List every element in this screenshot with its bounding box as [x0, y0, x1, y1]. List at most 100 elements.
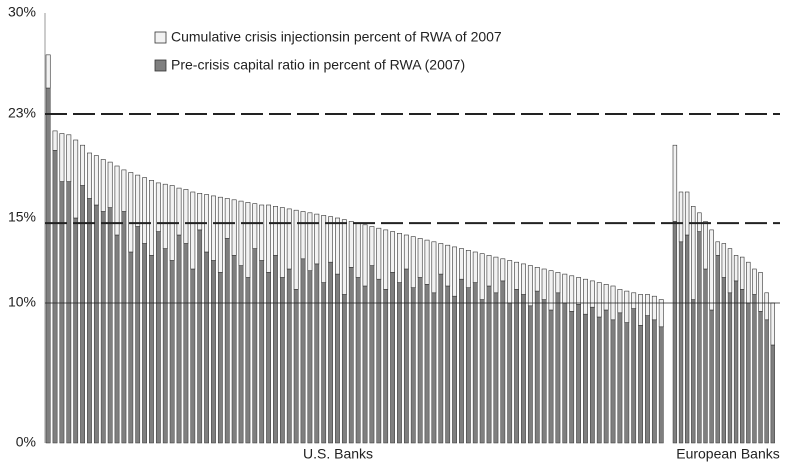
- bar-capital: [541, 299, 547, 444]
- bar-injection: [438, 243, 444, 275]
- legend-label: Cumulative crisis injectionsin percent o…: [171, 29, 502, 45]
- bar-injection: [231, 199, 237, 256]
- bar-capital: [752, 294, 757, 444]
- bar-capital: [93, 204, 99, 444]
- bar-injection: [197, 193, 203, 231]
- bar-injection: [739, 256, 745, 290]
- bar-capital: [697, 231, 702, 444]
- bar-injection: [703, 221, 708, 270]
- bar-capital: [521, 294, 526, 444]
- bar-capital: [703, 268, 708, 444]
- bar-capital: [314, 263, 320, 444]
- bar-injection: [369, 226, 375, 266]
- y-tick-label: 23%: [8, 105, 36, 121]
- bar-injection: [507, 260, 513, 304]
- bar-capital: [500, 280, 506, 444]
- bar-injection: [376, 227, 382, 280]
- bar-capital: [709, 309, 714, 444]
- bar-injection: [52, 130, 58, 151]
- bar-injection: [211, 195, 216, 261]
- bar-injection: [224, 198, 230, 239]
- bar-capital: [684, 234, 690, 444]
- bar-injection: [114, 165, 120, 236]
- bar-injection: [238, 200, 244, 266]
- bar-capital: [52, 150, 58, 444]
- bar-injection: [727, 248, 733, 294]
- bar-capital: [459, 278, 464, 444]
- bar-injection: [341, 219, 347, 295]
- bar-injection: [424, 239, 430, 285]
- bar-injection: [445, 244, 451, 287]
- bar-capital: [335, 273, 340, 444]
- bar-capital: [197, 229, 203, 444]
- bar-injection: [45, 54, 51, 89]
- group-label: U.S. Banks: [303, 446, 373, 462]
- bar-injection: [107, 161, 113, 208]
- bar-injection: [397, 233, 402, 283]
- bar-capital: [73, 217, 79, 444]
- bar-capital: [452, 295, 457, 444]
- bar-capital: [555, 292, 561, 444]
- bar-injection: [390, 231, 396, 273]
- bar-injection: [465, 250, 471, 289]
- group-label: European Banks: [676, 446, 780, 462]
- y-tick-label: 30%: [8, 4, 36, 20]
- bar-injection: [746, 261, 751, 304]
- bar-injection: [279, 207, 285, 278]
- bar-injection: [217, 196, 223, 273]
- bar-capital: [445, 285, 451, 444]
- bar-injection: [651, 295, 657, 321]
- bar-capital: [715, 255, 720, 444]
- bar-injection: [383, 229, 389, 290]
- bar-capital: [321, 282, 327, 444]
- bar-injection: [176, 187, 182, 236]
- bar-capital: [45, 87, 51, 444]
- bar-capital: [534, 290, 540, 444]
- bar-capital: [355, 277, 361, 444]
- bar-capital: [100, 211, 106, 444]
- bar-injection: [300, 211, 306, 260]
- bar-capital: [658, 326, 664, 444]
- bar-capital: [770, 344, 775, 444]
- bar-capital: [121, 211, 127, 444]
- bar-injection: [286, 208, 292, 270]
- bar-injection: [541, 268, 547, 300]
- bar-injection: [149, 180, 154, 256]
- bar-capital: [631, 308, 637, 444]
- bar-capital: [376, 278, 382, 444]
- bar-capital: [293, 289, 299, 444]
- bar-capital: [107, 207, 113, 444]
- bar-capital: [114, 234, 120, 444]
- bar-capital: [733, 280, 739, 444]
- bar-injection: [121, 169, 127, 212]
- bar-injection: [672, 144, 678, 222]
- bar-injection: [135, 174, 141, 227]
- bar-injection: [715, 241, 720, 256]
- bar-capital: [438, 273, 444, 444]
- bar-capital: [645, 315, 650, 444]
- bar-capital: [727, 292, 733, 444]
- bar-injection: [293, 209, 299, 290]
- bar-capital: [211, 260, 216, 444]
- bar-capital: [245, 277, 251, 444]
- bar-capital: [569, 311, 575, 444]
- bar-injection: [562, 273, 568, 304]
- bar-injection: [758, 272, 763, 312]
- bar-capital: [66, 181, 72, 444]
- bar-injection: [514, 261, 520, 290]
- bar-injection: [328, 216, 334, 263]
- bar-capital: [486, 285, 492, 444]
- bar-capital: [746, 302, 751, 444]
- bar-capital: [279, 277, 285, 444]
- bar-injection: [128, 172, 134, 253]
- bar-injection: [555, 272, 561, 294]
- legend-swatch: [154, 59, 167, 72]
- bar-capital: [217, 272, 223, 444]
- bar-injection: [479, 253, 485, 300]
- bar-capital: [403, 268, 409, 444]
- bar-injection: [596, 282, 602, 318]
- bar-injection: [589, 280, 595, 308]
- bar-injection: [162, 183, 168, 249]
- bar-capital: [583, 313, 588, 444]
- bar-injection: [752, 268, 757, 295]
